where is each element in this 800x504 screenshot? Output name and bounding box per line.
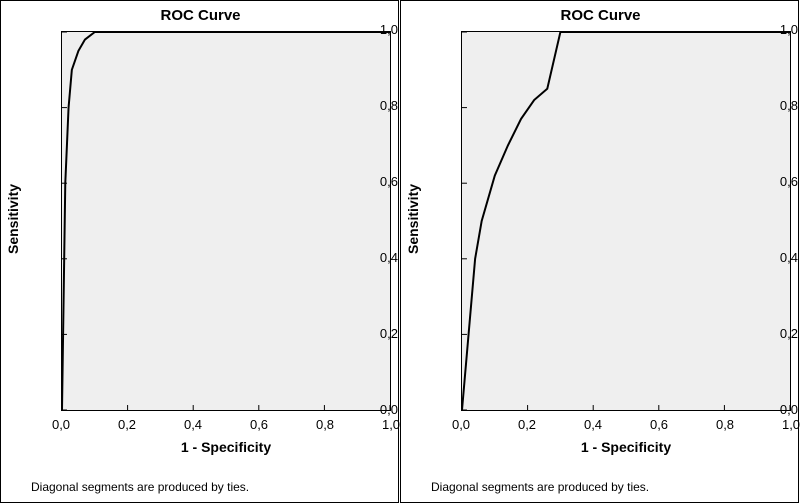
x-tick-label: 0,6 [650,417,668,432]
y-tick-label: 0,2 [746,326,798,341]
roc-chart-panel-right: ROC Curve Sensitivity 1 - Specificity Di… [400,0,799,503]
x-tick-label: 0,8 [316,417,334,432]
y-tick-label: 0,0 [746,402,798,417]
roc-curve-line [62,32,390,410]
y-tick-label: 0,6 [346,174,398,189]
y-tick-label: 0,6 [746,174,798,189]
y-tick-label: 0,4 [746,250,798,265]
x-axis-label: 1 - Specificity [461,439,791,455]
x-tick-label: 0,6 [250,417,268,432]
roc-curve-line [462,32,790,410]
y-tick-label: 0,4 [346,250,398,265]
chart-footnote: Diagonal segments are produced by ties. [431,480,649,494]
roc-curve-svg [62,32,390,410]
chart-footnote: Diagonal segments are produced by ties. [31,480,249,494]
x-tick-label: 0,2 [118,417,136,432]
y-tick-label: 0,0 [346,402,398,417]
y-axis-label: Sensitivity [405,179,421,259]
plot-area [461,31,791,411]
x-tick-label: 0,4 [584,417,602,432]
x-tick-label: 0,2 [518,417,536,432]
y-axis-label: Sensitivity [5,179,21,259]
x-tick-label: 0,0 [52,417,70,432]
x-axis-label: 1 - Specificity [61,439,391,455]
x-tick-label: 0,4 [184,417,202,432]
x-tick-label: 0,0 [452,417,470,432]
x-tick-label: 0,8 [716,417,734,432]
y-tick-label: 0,8 [346,98,398,113]
y-tick-label: 0,2 [346,326,398,341]
y-tick-label: 1,0 [746,22,798,37]
x-tick-label: 1,0 [782,417,800,432]
x-tick-label: 1,0 [382,417,400,432]
chart-title: ROC Curve [1,7,400,24]
plot-area [61,31,391,411]
roc-chart-panel-left: ROC Curve Sensitivity 1 - Specificity Di… [0,0,399,503]
y-tick-label: 1,0 [346,22,398,37]
y-tick-label: 0,8 [746,98,798,113]
chart-title: ROC Curve [401,7,800,24]
roc-curve-svg [462,32,790,410]
